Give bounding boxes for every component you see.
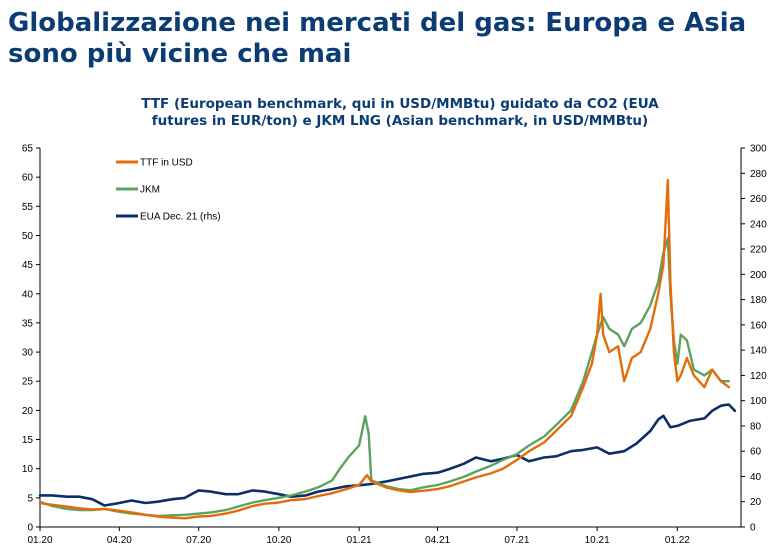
y-right-tick-label: 120 (750, 371, 767, 382)
y-left-tick-label: 20 (22, 406, 34, 417)
y-left-tick-label: 65 (22, 144, 34, 155)
y-left-tick-label: 10 (22, 464, 34, 475)
y-right-tick-label: 300 (750, 144, 767, 155)
y-right-tick-label: 60 (750, 447, 762, 458)
legend-label: JKM (140, 185, 160, 196)
y-right-tick-label: 200 (750, 270, 767, 281)
y-left-tick-label: 40 (22, 289, 34, 300)
x-tick-label: 10.20 (266, 535, 291, 546)
legend-label: EUA Dec. 21 (rhs) (140, 212, 221, 223)
chart-legend: TTF in USD JKM EUA Dec. 21 (rhs) (116, 158, 221, 223)
x-tick-label: 01.20 (27, 535, 52, 546)
y-left-tick-label: 45 (22, 260, 34, 271)
y-right-tick-label: 40 (750, 472, 762, 483)
x-tick-label: 07.20 (186, 535, 211, 546)
y-right-tick-label: 240 (750, 219, 767, 230)
series-line-eua-dec-21-rhs (38, 403, 737, 507)
y-left-tick-label: 35 (22, 318, 34, 329)
y-left-tick-label: 30 (22, 348, 34, 359)
x-tick-label: 04.20 (107, 535, 132, 546)
y-left-tick-label: 0 (27, 523, 33, 534)
y-left-tick-label: 60 (22, 173, 34, 184)
y-right-tick-label: 180 (750, 295, 767, 306)
y-right-tick-label: 80 (750, 421, 762, 432)
y-right-tick-label: 20 (750, 497, 762, 508)
legend-label: TTF in USD (140, 158, 193, 169)
chart-title-line-2: futures in EUR/ton) e JKM LNG (Asian ben… (151, 113, 649, 129)
chart-title-line-1: TTF (European benchmark, qui in USD/MMBt… (141, 96, 659, 112)
y-right-tick-label: 160 (750, 320, 767, 331)
y-right-tick-label: 0 (750, 523, 756, 534)
x-tick-label: 07.21 (504, 535, 529, 546)
x-tick-label: 04.21 (425, 535, 450, 546)
y-left-tick-label: 15 (22, 435, 34, 446)
page-title: Globalizzazione nei mercati del gas: Eur… (8, 8, 768, 70)
x-tick-label: 10.21 (585, 535, 610, 546)
y-left-tick-label: 55 (22, 202, 34, 213)
y-left-tick-label: 5 (27, 493, 33, 504)
y-right-tick-label: 220 (750, 245, 767, 256)
page-title-line-1: Globalizzazione nei mercati del gas: Eur… (8, 8, 747, 38)
x-tick-label: 01.21 (347, 535, 372, 546)
y-right-tick-label: 260 (750, 194, 767, 205)
chart-title: TTF (European benchmark, qui in USD/MMBt… (40, 96, 760, 130)
page-title-line-2: sono più vicine che mai (8, 39, 352, 69)
y-right-tick-label: 100 (750, 396, 767, 407)
y-right-tick-label: 280 (750, 169, 767, 180)
series-line-ttf-in-usd (38, 178, 730, 520)
y-right-tick-label: 140 (750, 346, 767, 357)
y-left-tick-label: 25 (22, 377, 34, 388)
y-left-tick-label: 50 (22, 231, 34, 242)
x-tick-label: 01.22 (665, 535, 690, 546)
